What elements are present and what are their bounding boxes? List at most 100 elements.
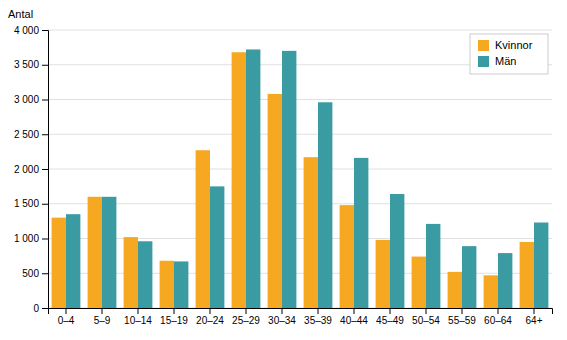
tick-mark — [390, 308, 391, 314]
tick-label: 45–49 — [376, 315, 404, 326]
y-axis-label: Antal — [8, 8, 33, 20]
tick: 35–39 — [304, 308, 332, 326]
tick-label: 4 000 — [14, 25, 39, 36]
bar — [484, 275, 498, 308]
tick: 4 000 — [14, 25, 48, 36]
tick-mark — [174, 308, 175, 314]
tick-mark — [102, 308, 103, 314]
legend-item: Kvinnor — [478, 39, 533, 51]
tick: 1 000 — [14, 233, 48, 244]
tick: 40–44 — [340, 308, 368, 326]
tick-label: 1 000 — [14, 233, 39, 244]
tick-label: 3 500 — [14, 59, 39, 70]
tick: 1 500 — [14, 198, 48, 209]
tick: 10–14 — [124, 308, 152, 326]
tick: 15–19 — [160, 308, 188, 326]
tick: 64+ — [526, 308, 543, 326]
legend: Kvinnor Män — [470, 34, 548, 74]
tick: 45–49 — [376, 308, 404, 326]
tick: 50–54 — [412, 308, 440, 326]
tick-mark — [42, 169, 48, 170]
tick-mark — [282, 308, 283, 314]
tick-label: 20–24 — [196, 315, 224, 326]
tick: 30–34 — [268, 308, 296, 326]
bar — [340, 205, 354, 308]
plot: 05001 0001 5002 0002 5003 0003 5004 0000… — [14, 25, 553, 326]
bar — [268, 94, 282, 308]
tick: 20–24 — [196, 308, 224, 326]
tick-label: 2 000 — [14, 164, 39, 175]
bar — [282, 51, 296, 308]
legend-item: Män — [478, 55, 516, 67]
tick-label: 3 000 — [14, 94, 39, 105]
axis-line — [49, 309, 553, 315]
grid-line — [48, 169, 552, 170]
tick-mark — [354, 308, 355, 314]
bar — [196, 150, 210, 308]
tick-label: 64+ — [526, 315, 543, 326]
bar — [174, 261, 188, 308]
tick: 2 500 — [14, 129, 48, 140]
tick-label: 2 500 — [14, 129, 39, 140]
tick-label: 5–9 — [94, 315, 111, 326]
series — [66, 49, 548, 308]
bar — [498, 253, 512, 308]
bar — [52, 218, 66, 308]
chart: 05001 0001 5002 0002 5003 0003 5004 0000… — [0, 0, 567, 340]
tick-label: 40–44 — [340, 315, 368, 326]
tick-label: 15–19 — [160, 315, 188, 326]
tick: 55–59 — [448, 308, 476, 326]
bars — [52, 49, 549, 308]
tick: 500 — [22, 268, 48, 279]
tick-mark — [534, 308, 535, 314]
bar — [390, 194, 404, 308]
tick-label: 0 — [33, 303, 39, 314]
bar — [210, 186, 224, 308]
bar — [318, 102, 332, 308]
tick: 2 000 — [14, 164, 48, 175]
bar — [66, 214, 80, 308]
bar — [534, 223, 548, 308]
bar — [520, 242, 534, 308]
tick: 3 000 — [14, 94, 48, 105]
bar — [462, 246, 476, 308]
tick: 60–64 — [484, 308, 512, 326]
tick: 25–29 — [232, 308, 260, 326]
tick-mark — [42, 100, 48, 101]
tick-mark — [42, 134, 48, 135]
tick-mark — [246, 308, 247, 314]
tick: 3 500 — [14, 59, 48, 70]
tick-label: 50–54 — [412, 315, 440, 326]
grid-line — [48, 203, 552, 204]
legend-swatch — [478, 56, 489, 67]
bar — [88, 197, 102, 308]
tick-mark — [318, 308, 319, 314]
bar — [448, 272, 462, 308]
y-axis: 0 500 1 000 1 500 2 000 2 500 3 000 3 500 4 000 — [14, 25, 49, 314]
bar — [102, 197, 116, 308]
grid-line — [48, 99, 552, 100]
tick-label: 55–59 — [448, 315, 476, 326]
tick: 5–9 — [94, 308, 111, 326]
tick-mark — [138, 308, 139, 314]
tick: 0 — [33, 303, 48, 314]
tick: 0–4 — [58, 308, 75, 326]
tick-mark — [66, 308, 67, 314]
tick-label: 30–34 — [268, 315, 296, 326]
bar — [160, 261, 174, 308]
grid — [48, 30, 552, 308]
tick-label: 500 — [22, 268, 39, 279]
grid-line — [48, 134, 552, 135]
legend-label: Kvinnor — [495, 39, 533, 51]
tick-label: 35–39 — [304, 315, 332, 326]
legend-swatch — [478, 40, 489, 51]
bar — [304, 157, 318, 308]
tick-mark — [498, 308, 499, 314]
tick-label: 0–4 — [58, 315, 75, 326]
tick-mark — [42, 239, 48, 240]
bar — [412, 257, 426, 308]
tick-label: 1 500 — [14, 198, 39, 209]
x-axis: 0–4 5–9 10–14 15–19 20–24 25–29 30–34 35–39 40–4… — [49, 308, 553, 326]
tick-mark — [42, 204, 48, 205]
legend-box — [470, 34, 548, 74]
